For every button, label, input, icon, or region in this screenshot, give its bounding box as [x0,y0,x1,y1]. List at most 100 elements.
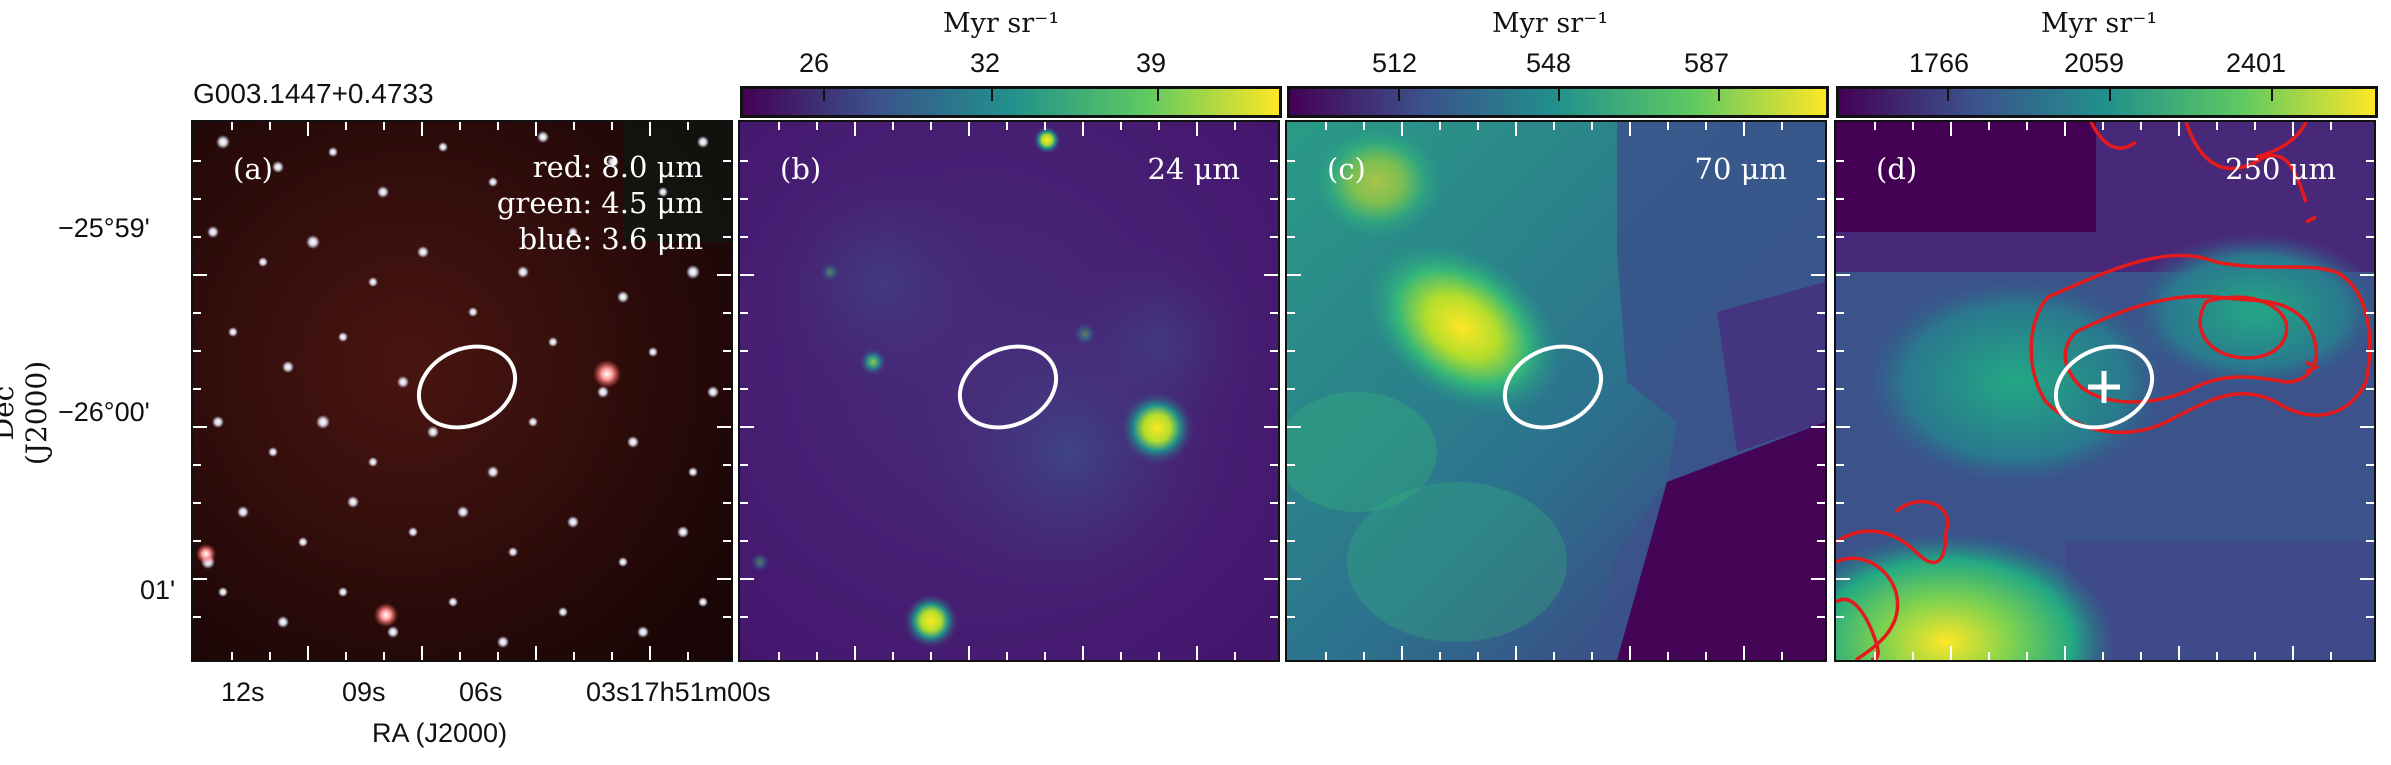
axis-tick [1044,122,1046,130]
axis-tick [497,122,499,130]
axis-tick [1044,652,1046,660]
axis-tick [2102,122,2104,130]
colorbar-tick-label: 512 [1372,48,1418,78]
axis-tick [535,122,537,136]
ra-tick-label: 12s [221,677,265,707]
point-source [1033,126,1061,154]
axis-tick [611,122,613,130]
axis-tick [1270,350,1278,352]
axis-tick [1287,350,1295,352]
axis-tick [723,388,731,390]
axis-tick [2026,652,2028,660]
axis-tick [1270,616,1278,618]
panel-label: (b) [780,152,822,186]
source-ellipse [1502,344,1604,430]
axis-tick [1287,540,1295,542]
axis-tick [573,652,575,660]
axis-tick [1287,502,1295,504]
panel-label: (d) [1876,152,1918,186]
axis-tick [740,616,748,618]
axis-tick [740,464,748,466]
axis-tick [573,122,575,130]
axis-tick [1401,122,1403,136]
panel-d-250um-image: (d) 250 μm [1834,120,2376,662]
colorbar-title: Myr sr⁻¹ [2041,8,2158,39]
ra-tick-label: 09s [342,677,386,707]
axis-tick [1325,652,1327,660]
source-ellipse [957,344,1059,430]
axis-tick [1196,646,1198,660]
ra-tick-label: 03s17h51m00s [586,677,771,707]
axis-tick [193,160,201,162]
axis-tick [1811,578,1825,580]
dec-tick-label: −25°59' [58,213,150,243]
axis-tick [1743,646,1745,660]
axis-tick [1836,274,1850,276]
axis-tick [740,160,748,162]
axis-tick [345,652,347,660]
axis-tick [1836,578,1850,580]
axis-tick [193,198,201,200]
axis-tick [2292,122,2294,136]
band-label: 24 μm [1147,152,1240,186]
rgb-legend-blue: blue: 3.6 μm [518,222,703,256]
axis-tick [1287,236,1295,238]
axis-tick [1287,388,1295,390]
axis-tick [740,502,748,504]
x-axis-label: RA (J2000) [372,718,508,748]
axis-tick [1817,616,1825,618]
axis-tick [1363,122,1365,130]
axis-tick [740,198,748,200]
rgb-legend-red: red: 8.0 μm [532,150,703,184]
dec-tick-label: −26°00' [58,397,150,427]
axis-tick [1705,652,1707,660]
axis-tick [740,426,754,428]
axis-tick [1988,122,1990,130]
axis-tick [1270,464,1278,466]
axis-tick [854,122,856,136]
axis-tick [497,652,499,660]
axis-tick [1158,122,1160,130]
axis-tick [717,274,731,276]
axis-tick [1811,426,1825,428]
axis-tick [1591,652,1593,660]
axis-tick [1781,652,1783,660]
axis-tick [740,540,748,542]
colorbar-tick-label: 587 [1684,48,1730,78]
axis-tick [2064,122,2066,136]
colorbar-tick-label: 548 [1526,48,1572,78]
axis-tick [1325,122,1327,130]
axis-tick [1781,122,1783,130]
axis-tick [2366,464,2374,466]
axis-tick [2366,160,2374,162]
axis-tick [2366,388,2374,390]
axis-tick [1836,198,1844,200]
band-label: 70 μm [1694,152,1787,186]
panel-label: (c) [1327,152,1366,186]
axis-tick [2366,502,2374,504]
axis-tick [421,122,423,136]
axis-tick [383,122,385,130]
axis-tick [1082,122,1084,136]
axis-tick [1270,540,1278,542]
contour-lines [1836,122,2372,660]
panel-b-24um-image: (b) 24 μm [738,120,1280,662]
figure-title: G003.1447+0.4733 [193,78,434,109]
axis-tick [1817,540,1825,542]
axis-tick [740,388,748,390]
axis-tick [717,578,731,580]
axis-tick [1264,274,1278,276]
axis-tick [778,652,780,660]
y-axis-label: Dec (J2000) [0,360,53,466]
axis-tick [649,646,651,660]
axis-tick [687,122,689,130]
axis-tick [2330,122,2332,130]
colorbar-tick-label: 2401 [2226,48,2287,78]
axis-tick [1196,122,1198,136]
colorbar-tick-label: 2059 [2064,48,2125,78]
axis-tick [1270,236,1278,238]
axis-tick [193,274,207,276]
colorbar-title: Myr sr⁻¹ [1492,8,1609,39]
axis-tick [892,652,894,660]
axis-tick [1287,616,1295,618]
